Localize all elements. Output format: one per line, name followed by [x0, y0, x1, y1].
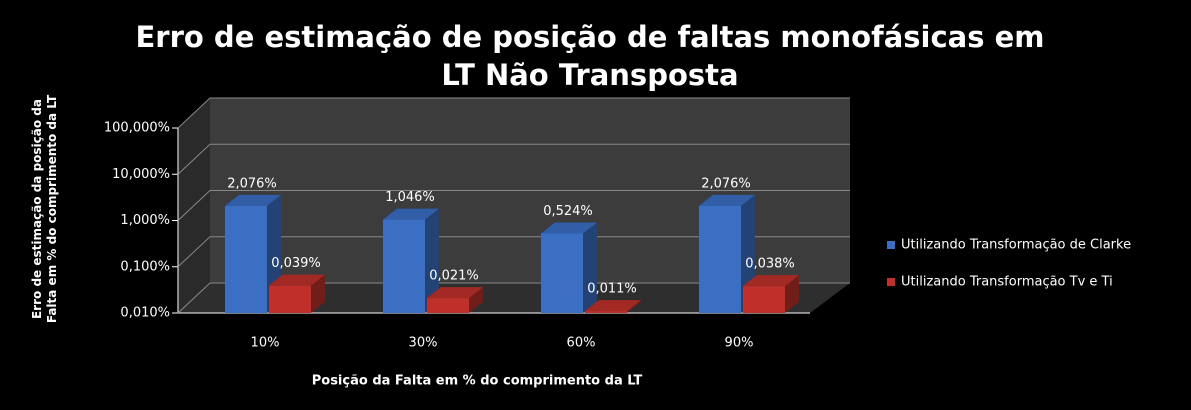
y-tick-label: 100,000% [104, 121, 170, 136]
value-label: 0,011% [587, 282, 637, 297]
grid-line [177, 97, 850, 129]
x-tick-label: 10% [251, 336, 280, 351]
value-label: 0,524% [543, 204, 593, 219]
bar [585, 311, 627, 313]
bar [427, 298, 469, 313]
y-axis-label: Erro de estimação da posição da Falta em… [30, 94, 59, 324]
grid-line [177, 143, 850, 175]
floor [178, 283, 850, 313]
x-axis-label: Posição da Falta em % do comprimento da … [312, 374, 643, 389]
bar [743, 286, 785, 313]
grid-line [177, 236, 850, 268]
bar-side [627, 300, 641, 313]
chart-title: Erro de estimação de posição de faltas m… [135, 20, 1045, 92]
grid-line [177, 282, 850, 314]
bar-top [269, 274, 325, 286]
grid-line [177, 190, 850, 221]
bar [269, 285, 311, 313]
bar-top [743, 275, 799, 287]
bar-side [583, 222, 597, 313]
bar [383, 219, 425, 313]
x-tick-label: 60% [567, 336, 596, 351]
bar-side [311, 274, 325, 313]
bar-top [225, 194, 281, 206]
bar-top [585, 300, 641, 312]
y-tick-label: 0,010% [120, 306, 170, 321]
bar-top [699, 194, 755, 206]
y-tick-label: 1,000% [120, 213, 170, 228]
value-label: 0,021% [429, 269, 479, 284]
value-label: 0,039% [271, 256, 321, 271]
legend-swatch [887, 241, 895, 249]
legend-swatch [887, 278, 895, 286]
bar-top [427, 287, 483, 299]
value-label: 0,038% [745, 257, 795, 272]
x-tick-label: 90% [725, 336, 754, 351]
value-label: 2,076% [701, 176, 751, 191]
x-tick-label: 30% [409, 336, 438, 351]
legend-label: Utilizando Transformação de Clarke [901, 238, 1131, 253]
bar-top [383, 208, 439, 220]
value-label: 1,046% [385, 190, 435, 205]
y-tick-label: 10,000% [112, 167, 170, 182]
legend-label: Utilizando Transformação Tv e Ti [901, 275, 1113, 290]
y-tick-label: 0,100% [120, 259, 170, 274]
bar [699, 205, 741, 313]
value-label: 2,076% [227, 176, 277, 191]
bar-side [785, 275, 799, 313]
bar [225, 205, 267, 313]
bar-side [469, 287, 483, 313]
bar-top [541, 222, 597, 234]
bar-side [425, 208, 439, 313]
bar [541, 233, 583, 313]
